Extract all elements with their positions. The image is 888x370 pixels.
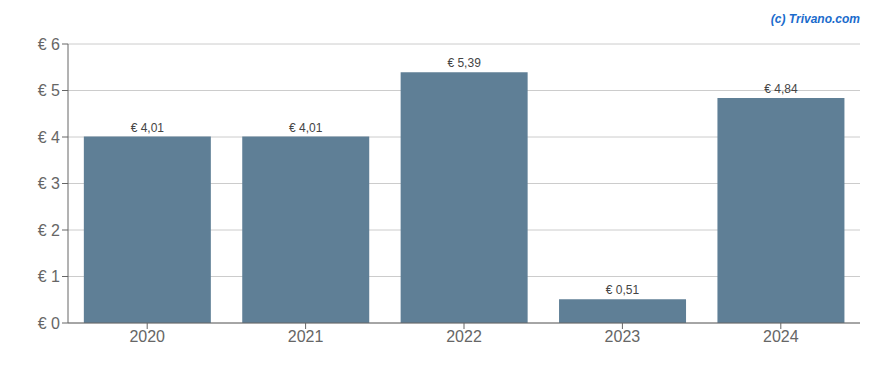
svg-text:€ 4,01: € 4,01 bbox=[131, 121, 165, 135]
svg-text:€ 3: € 3 bbox=[38, 175, 60, 192]
svg-text:€ 2: € 2 bbox=[38, 222, 60, 239]
svg-text:2020: 2020 bbox=[129, 328, 165, 345]
svg-text:€ 0: € 0 bbox=[38, 315, 60, 332]
svg-text:2023: 2023 bbox=[605, 328, 641, 345]
svg-text:€ 5: € 5 bbox=[38, 82, 60, 99]
svg-text:€ 4,84: € 4,84 bbox=[764, 82, 798, 96]
html-text:(c) Trivano.com: (c) Trivano.com bbox=[770, 12, 860, 26]
svg-text:€ 5,39: € 5,39 bbox=[447, 56, 481, 70]
svg-text:€ 4,01: € 4,01 bbox=[289, 121, 323, 135]
svg-text:2022: 2022 bbox=[446, 328, 482, 345]
svg-text:2021: 2021 bbox=[288, 328, 324, 345]
svg-text:€ 6: € 6 bbox=[38, 36, 60, 53]
svg-text:€ 4: € 4 bbox=[38, 129, 60, 146]
svg-text:€ 1: € 1 bbox=[38, 268, 60, 285]
svg-text:€ 0,51: € 0,51 bbox=[606, 283, 640, 297]
svg-text:2024: 2024 bbox=[763, 328, 799, 345]
